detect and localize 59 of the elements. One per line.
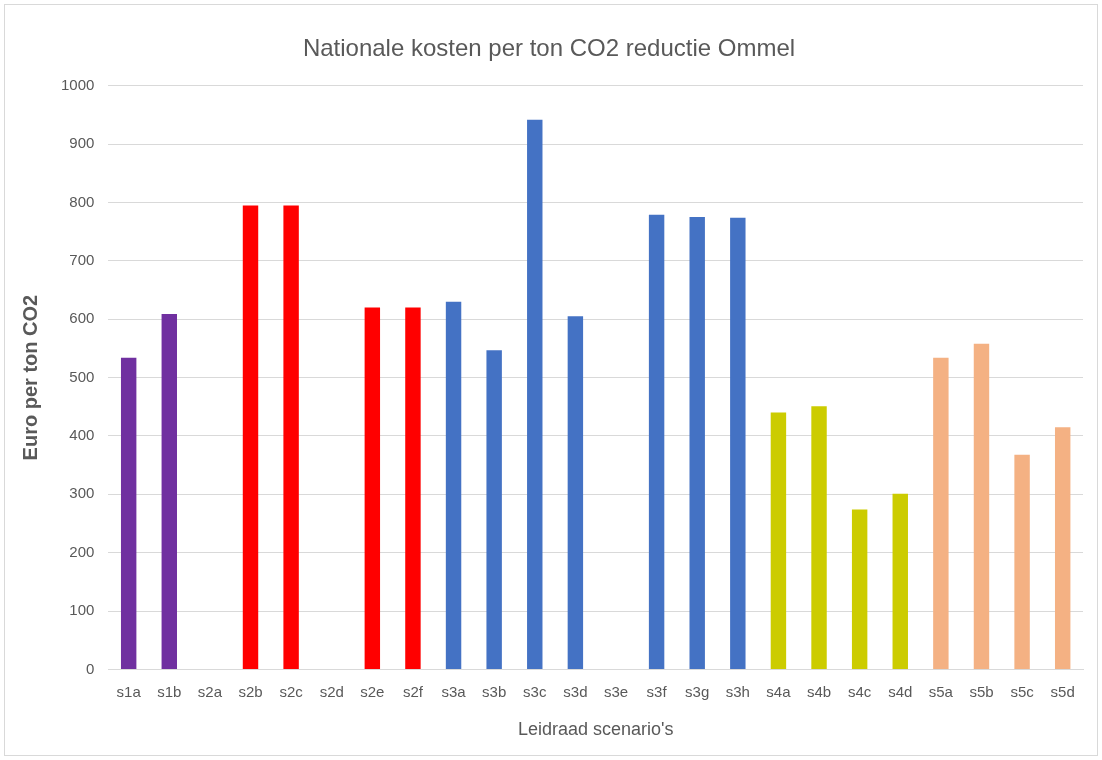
y-tick-label: 700: [69, 251, 95, 269]
bar: [730, 217, 746, 669]
x-tick-label: s4a: [766, 682, 792, 700]
x-axis-title: Leidraad scenario's: [517, 719, 674, 740]
x-tick-label: s2f: [402, 682, 424, 700]
bar: [892, 493, 908, 669]
x-tick-label: s2e: [360, 682, 385, 700]
x-tick-label: s5a: [928, 682, 954, 700]
x-tick-label: s1b: [157, 682, 182, 700]
x-tick-label: s3h: [725, 682, 750, 700]
chart-title: Nationale kosten per ton CO2 reductie Ommel: [302, 34, 796, 62]
x-tick-label: s3e: [603, 682, 629, 700]
bar: [527, 119, 543, 669]
x-tick-label: s2c: [279, 682, 304, 700]
x-tick-label: s5c: [1010, 682, 1035, 700]
y-tick-label: 0: [86, 659, 95, 677]
bar: [933, 357, 949, 669]
bar: [689, 217, 705, 669]
y-tick-label: 1000: [60, 75, 95, 93]
bar: [1054, 427, 1071, 669]
x-tick-label: s2a: [197, 682, 223, 700]
x-tick-label: s3d: [563, 682, 588, 700]
x-tick-label: s5d: [1050, 682, 1075, 700]
y-tick-label: 100: [69, 601, 95, 619]
x-tick-label: s3g: [685, 682, 710, 700]
x-tick-label: s2b: [238, 682, 263, 700]
x-tick-label: s3c: [523, 682, 547, 700]
x-tick-label: s4d: [888, 682, 913, 700]
x-tick-label: s3a: [441, 682, 467, 700]
y-tick-label: 800: [69, 192, 95, 210]
bar: [405, 307, 421, 669]
bar: [567, 316, 584, 669]
bar: [242, 205, 259, 669]
y-tick-label: 200: [69, 542, 95, 560]
x-tick-label: s3f: [646, 682, 668, 700]
y-axis-title: Euro per ton CO2: [18, 294, 41, 461]
bar: [851, 509, 868, 669]
bar: [120, 357, 137, 669]
bar: [486, 350, 502, 669]
bar: [364, 307, 381, 669]
bar: [283, 205, 299, 669]
bar: [811, 406, 827, 669]
bar: [161, 313, 177, 669]
x-tick-label: s4c: [847, 682, 872, 700]
bar: [770, 412, 787, 669]
bar: [445, 301, 462, 669]
x-tick-label: s3b: [482, 682, 507, 700]
y-tick-label: 300: [69, 484, 95, 502]
y-tick-label: 900: [69, 134, 95, 152]
y-tick-label: 600: [69, 309, 95, 327]
x-tick-label: s2d: [319, 682, 344, 700]
x-tick-label: s4b: [806, 682, 832, 700]
bar: [973, 343, 990, 669]
bar: [648, 214, 665, 669]
y-tick-label: 500: [69, 367, 95, 385]
x-tick-label: s1a: [116, 682, 142, 700]
x-tick-label: s5b: [969, 682, 994, 700]
y-tick-label: 400: [69, 426, 95, 444]
bar: [1014, 454, 1030, 669]
